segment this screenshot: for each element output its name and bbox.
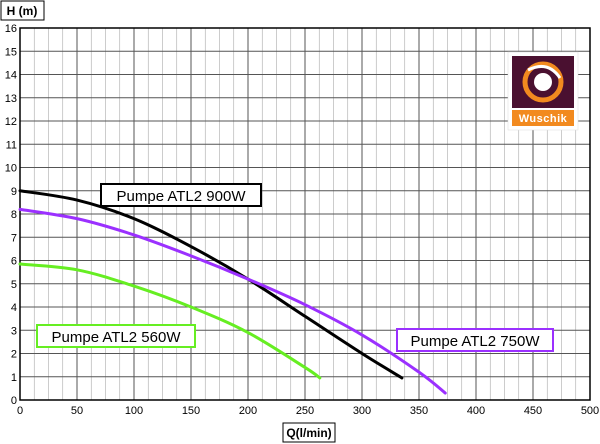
y-tick-label: 1 — [11, 372, 17, 384]
y-tick-label: 4 — [11, 302, 17, 314]
y-tick-label: 16 — [5, 23, 17, 35]
series-line-900w — [18, 189, 404, 380]
series-label-750w: Pumpe ATL2 750W — [396, 328, 554, 352]
y-tick-label: 12 — [5, 116, 17, 128]
series-label-560w-text: Pumpe ATL2 560W — [52, 329, 182, 346]
series-label-560w-box — [36, 324, 196, 348]
y-tick-label: 8 — [11, 209, 17, 221]
series-label-900w-box — [100, 183, 262, 207]
y-tick-label: 3 — [11, 325, 17, 337]
x-tick-label: 200 — [239, 405, 257, 417]
x-tick-label: 50 — [71, 405, 83, 417]
plot-frame — [19, 27, 591, 401]
y-tick-label: 11 — [6, 139, 17, 151]
logo-emblem-swoosh — [527, 64, 562, 79]
x-tick-label: 100 — [125, 405, 143, 417]
x-tick-label: 300 — [353, 405, 371, 417]
y-axis-title: H (m) — [0, 0, 45, 21]
x-axis-title: Q(l/min) — [282, 422, 336, 443]
x-axis-title-box — [282, 422, 336, 443]
y-axis-title-box — [0, 0, 45, 21]
y-tick-label: 7 — [11, 232, 17, 244]
x-tick-label: 350 — [410, 405, 428, 417]
series-label-900w-text: Pumpe ATL2 900W — [117, 188, 247, 205]
y-axis-title-text: H (m) — [7, 4, 38, 18]
wuschik-logo: Wuschik — [507, 51, 579, 131]
y-tick-label: 9 — [11, 186, 17, 198]
series-label-750w-text: Pumpe ATL2 750W — [411, 333, 541, 350]
y-tick-label: 15 — [5, 46, 17, 58]
series-label-900w: Pumpe ATL2 900W — [100, 183, 262, 207]
logo-banner — [512, 110, 574, 126]
y-tick-label: 2 — [11, 349, 17, 361]
x-axis-title-text: Q(l/min) — [286, 426, 331, 440]
y-tick-label: 0 — [11, 395, 17, 407]
x-tick-label: 450 — [524, 405, 542, 417]
x-tick-label: 500 — [581, 405, 599, 417]
logo-emblem-ring — [522, 61, 564, 103]
x-tick-label: 250 — [296, 405, 314, 417]
series-line-750w — [18, 207, 447, 395]
y-tick-label: 6 — [11, 256, 17, 268]
y-tick-label: 10 — [5, 163, 17, 175]
logo-text: Wuschik — [519, 113, 568, 125]
y-tick-label: 5 — [11, 279, 17, 291]
logo-emblem-core — [534, 73, 552, 91]
y-tick-label: 14 — [5, 70, 17, 82]
series-label-750w-box — [396, 328, 554, 352]
series-line-560w — [18, 262, 322, 380]
series-lines — [18, 189, 447, 395]
axis-ticks: 0 50 100 150 200 250 300 350 400 450 5000123456789… — [5, 23, 599, 417]
x-tick-label: 0 — [17, 405, 23, 417]
x-tick-label: 400 — [467, 405, 485, 417]
x-tick-label: 150 — [182, 405, 200, 417]
y-tick-label: 13 — [5, 93, 17, 105]
series-label-560w: Pumpe ATL2 560W — [36, 324, 196, 348]
